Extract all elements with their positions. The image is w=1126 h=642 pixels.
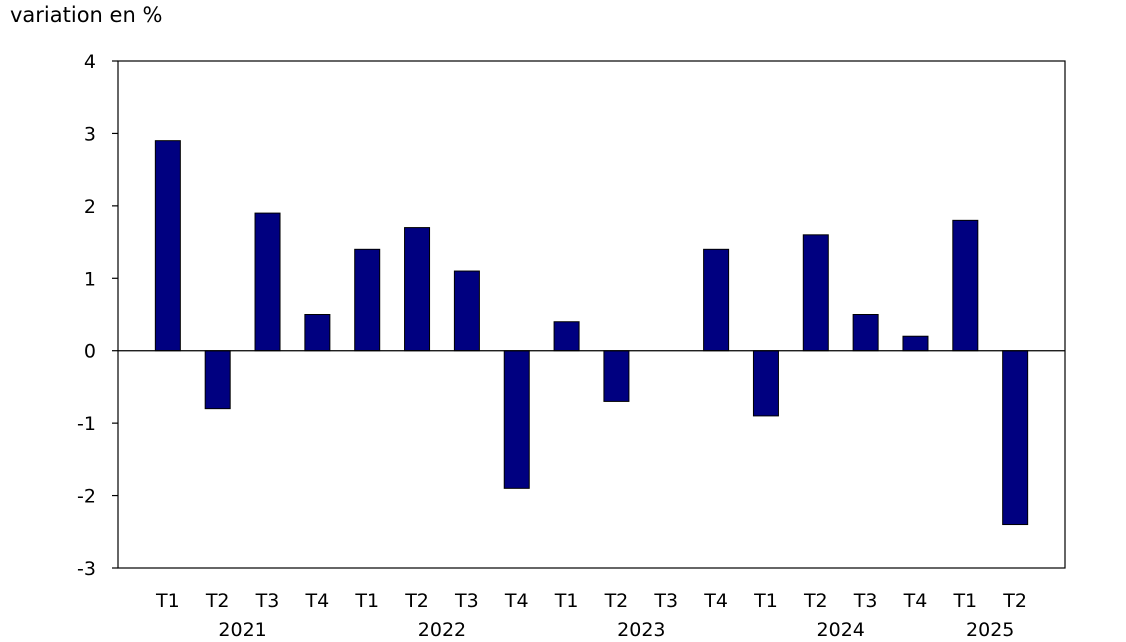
y-tick-label: 1: [84, 268, 96, 290]
bar: [453, 270, 480, 352]
bar: [503, 350, 530, 489]
year-label: 2025: [966, 619, 1014, 641]
bar: [404, 227, 431, 352]
bar: [254, 212, 281, 352]
bar: [1002, 350, 1029, 526]
x-tick-label: T1: [952, 590, 977, 612]
year-label: 2022: [418, 619, 466, 641]
x-tick-label: T3: [454, 590, 479, 612]
x-tick-label: T2: [205, 590, 230, 612]
x-tick-label: T1: [753, 590, 778, 612]
x-tick-label: T4: [703, 590, 728, 612]
bar: [852, 314, 879, 352]
bar: [154, 140, 181, 352]
x-tick-label: T4: [903, 590, 928, 612]
x-tick-label: T3: [653, 590, 678, 612]
bar: [354, 248, 381, 352]
year-label: 2021: [218, 619, 266, 641]
x-axis-year-labels: 2021 2022 2023 2024 2025: [218, 619, 1014, 641]
plot-area-frame: [117, 60, 1066, 569]
y-tick-label: 0: [84, 341, 96, 363]
x-tick-label: T1: [354, 590, 379, 612]
x-tick-label: T3: [853, 590, 878, 612]
bar: [304, 314, 331, 352]
bar: [802, 234, 829, 352]
y-tick-label: -3: [77, 558, 96, 580]
x-tick-label: T2: [604, 590, 629, 612]
year-label: 2023: [617, 619, 665, 641]
x-tick-label: T1: [155, 590, 180, 612]
x-tick-label: T2: [803, 590, 828, 612]
y-tick-label: 2: [84, 196, 96, 218]
x-tick-label: T4: [305, 590, 330, 612]
y-tick-label: 3: [84, 123, 96, 145]
bar: [952, 219, 979, 352]
bar: [603, 350, 630, 402]
x-tick-label: T4: [504, 590, 529, 612]
bar: [204, 350, 231, 410]
x-tick-label: T3: [255, 590, 280, 612]
x-tick-label: T1: [554, 590, 579, 612]
bar: [703, 248, 730, 352]
year-label: 2024: [817, 619, 865, 641]
x-axis-quarter-labels: T1 T2 T3 T4 T1 T2 T3 T4 T1 T2 T3 T4 T1 T2 T3 T4 T1 T2: [155, 590, 1027, 612]
bar: [752, 350, 779, 417]
bar: [902, 335, 929, 352]
y-tick-label: -2: [77, 486, 96, 508]
bar: [553, 321, 580, 352]
bar-series: [154, 140, 1029, 526]
y-axis: 4 3 2 1 0 -1 -2 -3: [77, 51, 118, 580]
y-tick-label: -1: [77, 413, 96, 435]
x-tick-label: T2: [1002, 590, 1027, 612]
y-tick-label: 4: [84, 51, 96, 73]
x-tick-label: T2: [404, 590, 429, 612]
y-axis-title: variation en %: [10, 3, 162, 27]
